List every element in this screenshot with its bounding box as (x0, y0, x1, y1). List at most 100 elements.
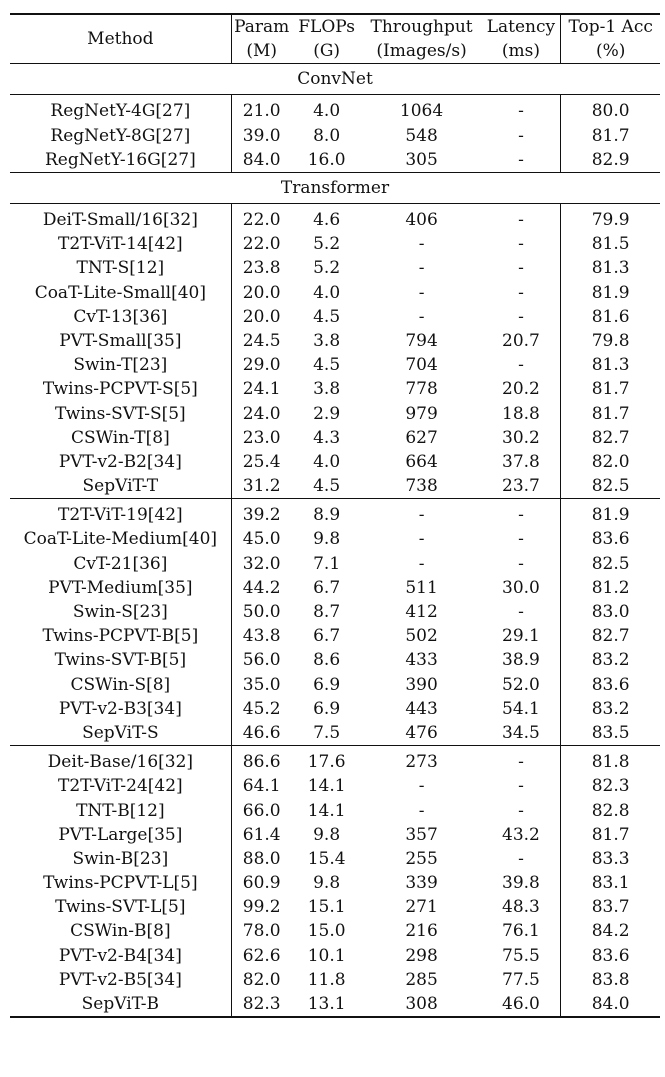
throughput-cell: 443 (405, 698, 438, 719)
throughput-cell: 979 (405, 403, 438, 424)
table-row: PVT-v2-B5[34] 82.0 11.8 285 77.5 83.8 (10, 967, 660, 992)
throughput-cell: 778 (405, 379, 438, 400)
latency-cell: - (518, 776, 524, 797)
throughput-cell: 511 (405, 577, 438, 598)
top1-cell: 81.7 (560, 377, 660, 402)
param-cell: 56.0 (230, 648, 292, 673)
method-cell: CvT-21[36] (73, 553, 168, 574)
throughput-cell: - (418, 306, 425, 327)
col-latency-header: Latency (481, 12, 561, 40)
table-row: Swin-T[23] 29.0 4.5 704 - 81.3 (10, 353, 660, 378)
latency-cell: - (518, 258, 524, 279)
throughput-cell: 285 (405, 969, 438, 990)
param-cell: 66.0 (230, 798, 292, 823)
throughput-cell: - (418, 282, 425, 303)
top1-cell: 79.9 (560, 202, 660, 233)
table-row: Twins-PCPVT-S[5] 24.1 3.8 778 20.2 81.7 (10, 377, 660, 402)
param-cell: 44.2 (230, 575, 292, 600)
table-row: CvT-13[36] 20.0 4.5 - - 81.6 (10, 304, 660, 329)
table-row: Twins-SVT-S[5] 24.0 2.9 979 18.8 81.7 (10, 401, 660, 426)
flops-cell: 4.5 (313, 306, 341, 327)
table-row: PVT-v2-B2[34] 25.4 4.0 664 37.8 82.0 (10, 449, 660, 474)
param-cell: 35.0 (230, 672, 292, 697)
top1-cell: 83.8 (560, 967, 660, 992)
method-cell: Twins-SVT-L[5] (55, 897, 186, 918)
table-row: Swin-B[23] 88.0 15.4 255 - 83.3 (10, 846, 660, 871)
table-row: Twins-PCPVT-B[5] 43.8 6.7 502 29.1 82.7 (10, 624, 660, 649)
param-cell: 82.0 (230, 967, 292, 992)
top1-cell: 82.7 (560, 624, 660, 649)
top1-cell: 84.0 (560, 991, 660, 1019)
latency-cell: - (518, 125, 524, 146)
param-cell: 43.8 (230, 624, 292, 649)
flops-cell: 8.0 (313, 125, 341, 146)
top1-cell: 79.8 (560, 328, 660, 354)
latency-cell: - (481, 202, 561, 233)
comparison-table: Method Param FLOPs Throughput Latency To… (10, 12, 660, 1019)
throughput-cell: 339 (405, 873, 438, 894)
flops-cell: 6.9 (313, 674, 341, 695)
method-cell: RegNetY-16G[27] (44, 149, 196, 170)
throughput-cell: 255 (405, 848, 438, 869)
method-cell: PVT-v2-B4[34] (58, 945, 182, 966)
throughput-cell: - (418, 800, 425, 821)
latency-cell: 77.5 (502, 969, 540, 990)
param-cell: 24.1 (230, 377, 292, 402)
top1-cell: 82.0 (560, 449, 660, 474)
latency-cell: 39.8 (502, 873, 540, 894)
table-row: RegNetY-8G[27] 39.0 8.0 548 - 81.7 (10, 123, 660, 148)
param-cell: 32.0 (230, 551, 292, 576)
param-cell: 61.4 (230, 822, 292, 847)
top1-cell: 82.5 (560, 474, 660, 499)
latency-cell: 75.5 (502, 945, 540, 966)
latency-cell: - (518, 282, 524, 303)
method-cell: Twins-SVT-S[5] (55, 403, 186, 424)
method-cell: TNT-S[12] (76, 258, 165, 279)
top1-cell: 81.6 (560, 304, 660, 329)
top1-cell: 82.8 (560, 798, 660, 823)
latency-cell: 30.2 (502, 427, 540, 448)
col-throughput-header: Throughput (361, 12, 482, 40)
flops-cell: 14.1 (307, 800, 346, 821)
top1-cell: 81.3 (560, 256, 660, 281)
top1-cell: 83.6 (560, 672, 660, 697)
top1-cell: 83.6 (560, 527, 660, 552)
top1-cell: 83.2 (560, 648, 660, 673)
col-top1-unit: (%) (560, 39, 660, 65)
flops-cell: 17.6 (291, 745, 362, 775)
method-cell: PVT-Medium[35] (48, 577, 193, 598)
param-cell: 24.5 (230, 328, 292, 354)
top1-cell: 81.9 (560, 498, 660, 528)
top1-cell: 81.5 (560, 232, 660, 257)
table-row: Twins-PCPVT-L[5] 60.9 9.8 339 39.8 83.1 (10, 871, 660, 896)
throughput-cell: 627 (405, 427, 438, 448)
latency-cell: 43.2 (502, 824, 540, 845)
table-row: PVT-v2-B3[34] 45.2 6.9 443 54.1 83.2 (10, 696, 660, 721)
latency-cell: 38.9 (502, 650, 540, 671)
param-cell: 31.2 (230, 474, 292, 499)
throughput-cell: 664 (405, 451, 438, 472)
table-row: PVT-Large[35] 61.4 9.8 357 43.2 81.7 (10, 822, 660, 847)
method-cell: PVT-v2-B3[34] (58, 698, 182, 719)
param-cell: 23.0 (230, 425, 292, 450)
latency-cell: 54.1 (502, 698, 540, 719)
param-cell: 99.2 (230, 895, 292, 920)
param-cell: 86.6 (230, 745, 292, 775)
latency-cell: 52.0 (502, 674, 540, 695)
top1-cell: 83.6 (560, 943, 660, 968)
latency-cell: - (518, 602, 524, 623)
param-cell: 78.0 (230, 919, 292, 944)
method-cell: Twins-PCPVT-S[5] (42, 379, 198, 400)
flops-cell: 11.8 (307, 969, 346, 990)
param-cell: 20.0 (230, 304, 292, 329)
throughput-cell: - (418, 258, 425, 279)
flops-cell: 6.9 (313, 698, 341, 719)
method-cell: CSWin-B[8] (70, 921, 171, 942)
flops-cell: 15.0 (307, 921, 346, 942)
param-cell: 39.2 (230, 498, 292, 528)
table-row: PVT-Medium[35] 44.2 6.7 511 30.0 81.2 (10, 575, 660, 600)
param-cell: 22.0 (230, 202, 292, 233)
method-cell: PVT-Large[35] (58, 824, 183, 845)
flops-cell: 4.0 (313, 451, 341, 472)
flops-cell: 13.1 (291, 991, 362, 1019)
